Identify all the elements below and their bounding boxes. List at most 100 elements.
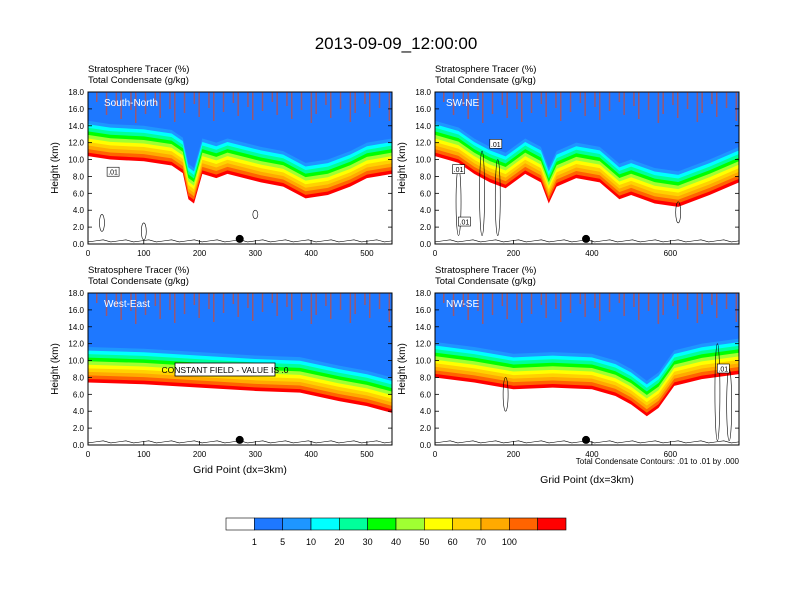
y-tick-label: 18.0 — [415, 88, 431, 97]
panel-nw-se: Stratosphere Tracer (%) Total Condensate… — [397, 265, 740, 486]
tracer-streak — [105, 293, 108, 316]
tracer-streak — [339, 293, 342, 310]
tracer-streak — [310, 293, 313, 324]
plot-frame — [434, 292, 740, 446]
contour-label: .01 — [108, 170, 118, 177]
tracer-streak — [686, 92, 689, 109]
tracer-streak — [349, 92, 352, 122]
tracer-streak — [545, 92, 547, 117]
x-tick-label: 500 — [360, 450, 374, 459]
tracer-streak — [208, 92, 210, 108]
contour-label-box — [489, 139, 503, 149]
plot-frame — [434, 91, 740, 245]
tracer-streak — [701, 92, 703, 113]
x-tick-label: 0 — [86, 249, 91, 258]
colorbar-label: 1 — [252, 537, 257, 547]
tracer-streak — [159, 293, 161, 319]
tracer-streak — [506, 92, 508, 118]
y-tick-label: 14.0 — [68, 122, 84, 131]
y-axis-label: Height (km) — [397, 142, 408, 194]
colorbar-box — [452, 517, 482, 531]
tracer-streak — [672, 92, 674, 105]
x-tick-label: 200 — [193, 249, 207, 258]
colorbar-box — [225, 517, 255, 531]
x-tick-label: 500 — [360, 249, 374, 258]
tracer-streak — [638, 92, 640, 119]
tracer-streak — [364, 293, 366, 305]
tracer-streak — [677, 293, 679, 319]
tracer-streak — [378, 293, 381, 309]
colorbar-box — [254, 517, 283, 531]
x-axis-ticks: 0 100 200 300 400 500 — [86, 441, 374, 459]
panel-header-line1: Stratosphere Tracer (%) — [88, 64, 189, 75]
tracer-streak — [716, 92, 718, 117]
colorbar-box — [282, 517, 312, 531]
tracer-streak — [261, 293, 264, 312]
tracer-streak — [735, 92, 738, 121]
tracer-streak — [213, 293, 215, 322]
colorbar-boxes — [225, 517, 567, 531]
tracer-streak — [735, 293, 738, 322]
cloud-contour — [99, 214, 105, 232]
tracer-streak — [271, 92, 274, 102]
tracer-streak — [477, 92, 479, 110]
tracer-streak — [555, 293, 557, 309]
tracer-streak — [491, 293, 494, 315]
colorbar-label: 40 — [391, 537, 401, 547]
panel-header-line2: Total Condensate (g/kg) — [435, 276, 536, 287]
tracer-streak — [647, 92, 650, 110]
colorbar-label: 10 — [306, 537, 316, 547]
y-axis-label: Height (km) — [397, 343, 408, 395]
tracer-streak — [354, 92, 356, 113]
cloud-contour — [140, 222, 147, 241]
tracer-streak — [633, 293, 635, 307]
y-tick-label: 18.0 — [68, 289, 84, 298]
y-tick-label: 8.0 — [73, 172, 85, 181]
x-tick-label: 400 — [304, 450, 318, 459]
contour-label-box — [452, 164, 465, 174]
tracer-streak — [154, 293, 157, 306]
y-tick-label: 14.0 — [415, 122, 431, 131]
colorbar-box — [424, 517, 453, 531]
tracer-streak — [130, 293, 132, 311]
location-marker — [582, 435, 591, 444]
tracer-streak — [594, 92, 596, 107]
panel-header-line2: Total Condensate (g/kg) — [435, 75, 536, 86]
tracer-streak — [716, 293, 718, 318]
contour-label: .01 — [718, 367, 728, 374]
tracer-streak — [174, 92, 176, 122]
panel-header-line2: Total Condensate (g/kg) — [88, 276, 189, 287]
tracer-streak — [569, 92, 572, 112]
x-tick-label: 600 — [664, 450, 678, 459]
tracer-streak — [711, 293, 713, 305]
tracer-field — [435, 92, 739, 207]
y-tick-label: 4.0 — [420, 206, 432, 215]
figure-title: 2013-09-09_12:00:00 — [315, 34, 478, 53]
panel-header-line1: Stratosphere Tracer (%) — [435, 64, 536, 75]
tracer-streak — [354, 293, 356, 314]
y-axis-ticks: 0.0 2.0 4.0 6.0 8.0 10.0 12.0 14.0 16.0 18.0 — [415, 88, 739, 249]
x-tick-label: 0 — [433, 450, 438, 459]
y-tick-label: 16.0 — [68, 105, 84, 114]
tracer-streak — [452, 92, 455, 115]
colorbar-label: 70 — [476, 537, 486, 547]
tracer-streak — [594, 293, 596, 308]
tracer-streak — [388, 92, 391, 121]
tracer-streak — [286, 293, 288, 307]
y-axis-label: Height (km) — [50, 142, 61, 194]
tracer-streak — [378, 92, 381, 108]
tracer-streak — [482, 92, 484, 123]
tracer-streak — [579, 293, 582, 304]
tracer-streak — [208, 293, 210, 309]
contour-label: .01 — [460, 220, 470, 227]
tracer-streak — [555, 92, 557, 108]
tracer-streak — [462, 293, 465, 307]
y-tick-label: 0.0 — [420, 240, 432, 249]
tracer-streak — [560, 92, 562, 121]
plot-frame — [87, 91, 393, 245]
y-tick-label: 8.0 — [73, 373, 85, 382]
panel-header-line1: Stratosphere Tracer (%) — [435, 265, 536, 276]
tracer-streak — [325, 92, 327, 105]
tracer-streak — [222, 293, 225, 313]
colorbar-label: 30 — [363, 537, 373, 547]
